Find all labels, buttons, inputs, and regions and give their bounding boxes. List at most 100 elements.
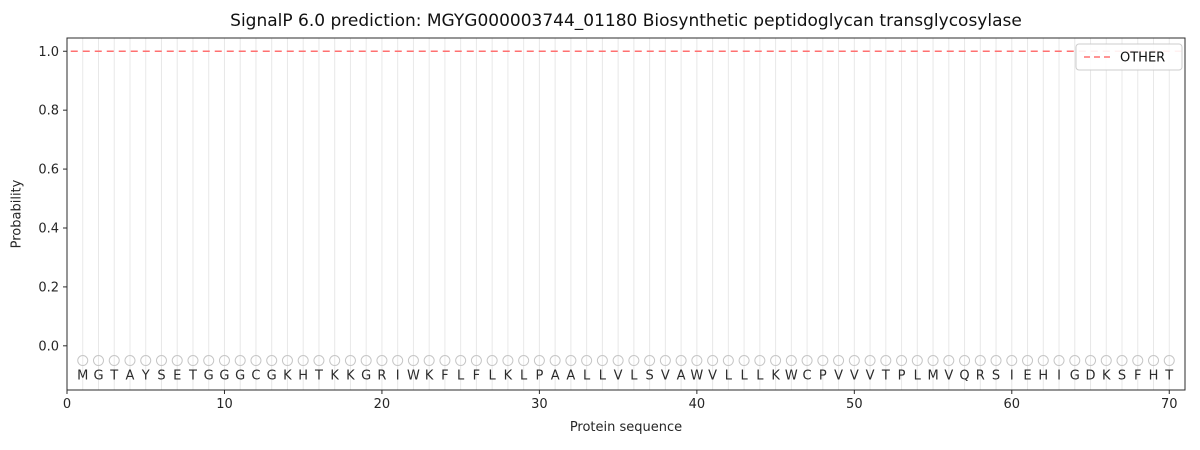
y-tick-label: 0.4 [38,221,59,236]
x-axis-label: Protein sequence [569,420,683,435]
residue-letter: T [188,369,197,384]
residue-marker [644,355,656,367]
y-tick-label: 0.8 [38,104,59,119]
residue-letter: L [457,369,465,384]
residue-marker [360,355,372,367]
residue-letter: G [267,369,277,384]
residue-marker [1053,355,1065,367]
residue-letter: L [599,369,607,384]
residue-letter: A [566,369,575,384]
residue-letter: P [819,369,827,384]
residue-letter: K [1102,369,1111,384]
residue-marker [722,355,734,367]
residue-letter: T [1164,369,1173,384]
residue-letter: K [771,369,780,384]
chart-title: SignalP 6.0 prediction: MGYG000003744_01… [230,11,1022,31]
residue-letter: L [489,369,497,384]
x-tick-label: 20 [374,397,391,412]
residue-letter: F [473,369,480,384]
residue-letter: V [944,369,953,384]
residue-letter: C [803,369,812,384]
residue-marker [1132,355,1144,367]
x-tick-label: 30 [531,397,548,412]
residue-letter: R [377,369,386,384]
residue-marker [502,355,514,367]
residue-letter: G [361,369,371,384]
y-tick-label: 0.0 [38,339,59,354]
residue-marker [959,355,971,367]
residue-letter: S [1118,369,1126,384]
residue-marker [486,355,498,367]
residue-letter: L [914,369,922,384]
residue-letter: E [173,369,181,384]
residue-letter: A [551,369,560,384]
residue-letter: S [992,369,1000,384]
residue-marker [864,355,876,367]
residue-letter: I [396,369,400,384]
residue-marker [392,355,404,367]
legend-label: OTHER [1120,51,1165,66]
residue-marker [533,355,545,367]
residue-marker [1037,355,1049,367]
residue-letter: W [785,369,798,384]
residue-letter: K [504,369,513,384]
residue-marker [833,355,845,367]
residue-marker [1148,355,1160,367]
residue-letter: V [661,369,670,384]
residue-letter: K [346,369,355,384]
residue-letter: K [425,369,434,384]
x-tick-label: 70 [1161,397,1178,412]
residue-marker [266,355,278,367]
residue-marker [1116,355,1128,367]
residue-marker [77,355,89,367]
residue-letter: V [708,369,717,384]
residue-letter: C [251,369,260,384]
residue-letter: T [109,369,118,384]
residue-letter: F [441,369,448,384]
residue-marker [896,355,908,367]
residue-marker [801,355,813,367]
residue-letter: P [535,369,543,384]
residue-marker [455,355,467,367]
residue-letter: V [834,369,843,384]
residue-marker [171,355,183,367]
residue-marker [659,355,671,367]
residue-marker [344,355,356,367]
residue-marker [628,355,640,367]
legend-box [1075,43,1183,71]
residue-letter: V [614,369,623,384]
residue-letter: P [898,369,906,384]
residue-marker [329,355,341,367]
residue-letter: T [881,369,890,384]
residue-letter: L [583,369,591,384]
residue-marker [439,355,451,367]
residue-letter: K [283,369,292,384]
residue-marker [974,355,986,367]
residue-marker [691,355,703,367]
residue-marker [738,355,750,367]
residue-marker [1100,355,1112,367]
residue-letter: R [976,369,985,384]
x-tick-label: 0 [63,397,71,412]
residue-marker [313,355,325,367]
residue-letter: D [1086,369,1096,384]
residue-marker [92,355,104,367]
residue-marker [754,355,766,367]
residue-marker [927,355,939,367]
residue-letter: F [1134,369,1141,384]
residue-letter: S [645,369,653,384]
residue-marker [990,355,1002,367]
residue-letter: G [204,369,214,384]
y-tick-label: 0.2 [38,280,59,295]
residue-marker [281,355,293,367]
y-tick-label: 1.0 [38,45,59,60]
residue-letter: Q [959,369,969,384]
residue-marker [675,355,687,367]
residue-letter: G [1070,369,1080,384]
residue-marker [140,355,152,367]
residue-letter: G [219,369,229,384]
residue-letter: L [630,369,638,384]
residue-marker [707,355,719,367]
residue-marker [470,355,482,367]
residue-letter: L [756,369,764,384]
